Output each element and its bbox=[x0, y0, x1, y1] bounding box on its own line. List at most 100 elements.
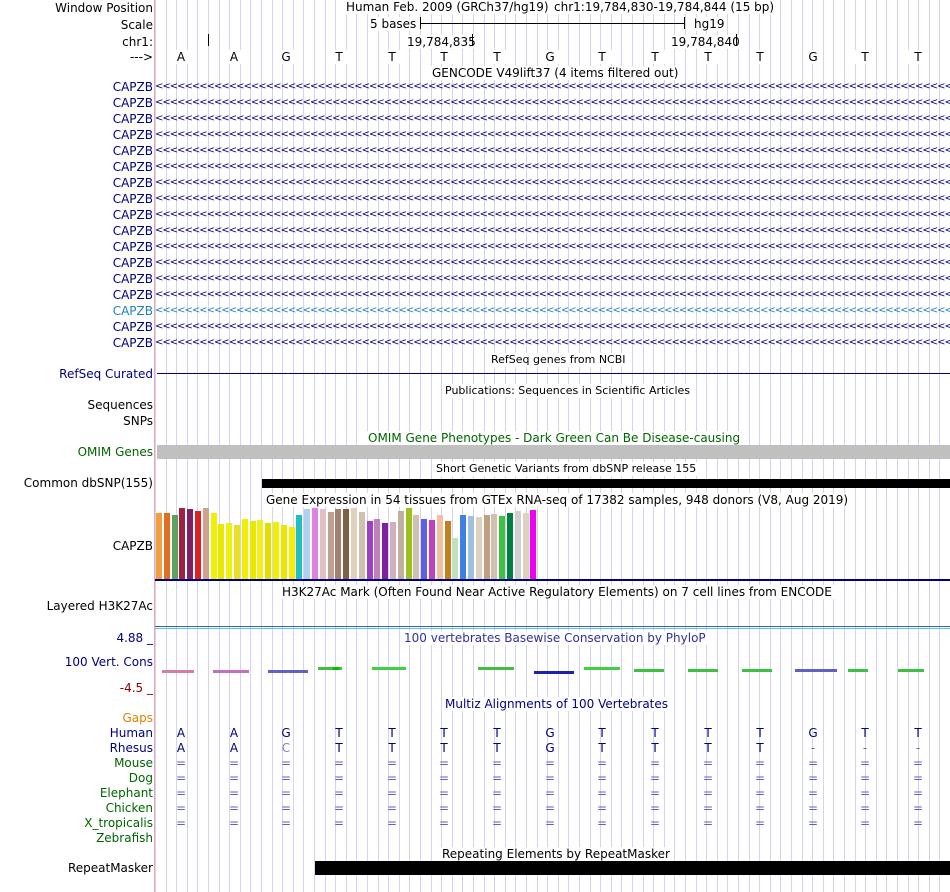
gtex-tissue-bar[interactable] bbox=[475, 517, 482, 579]
gtex-tissue-bar[interactable] bbox=[179, 508, 186, 579]
gtex-tissue-bar[interactable] bbox=[312, 508, 318, 579]
gencode-gene-label[interactable]: CAPZB bbox=[112, 176, 153, 190]
gencode-transcript[interactable]: <<<<<<<<<<<<<<<<<<<<<<<<<<<<<<<<<<<<<<<<… bbox=[155, 129, 950, 140]
gtex-tissue-bar[interactable] bbox=[436, 515, 443, 579]
gencode-gene-label[interactable]: CAPZB bbox=[112, 128, 153, 142]
gtex-tissue-bar[interactable] bbox=[397, 511, 404, 579]
gtex-tissue-bar[interactable] bbox=[390, 522, 396, 579]
omim-label[interactable]: OMIM Genes bbox=[77, 445, 153, 459]
gtex-tissue-bar[interactable] bbox=[273, 522, 279, 579]
gtex-tissue-bar[interactable] bbox=[343, 509, 350, 579]
gencode-transcript[interactable]: <<<<<<<<<<<<<<<<<<<<<<<<<<<<<<<<<<<<<<<<… bbox=[155, 81, 950, 92]
gencode-transcript[interactable]: <<<<<<<<<<<<<<<<<<<<<<<<<<<<<<<<<<<<<<<<… bbox=[155, 161, 950, 172]
dbsnp-feature[interactable] bbox=[262, 479, 950, 488]
omim-feature[interactable] bbox=[157, 445, 950, 459]
gtex-tissue-bar[interactable] bbox=[257, 520, 264, 579]
publications-sequences-label[interactable]: Sequences bbox=[87, 398, 153, 412]
gtex-tissue-bar[interactable] bbox=[351, 508, 357, 579]
gtex-tissue-bar[interactable] bbox=[218, 524, 225, 579]
gtex-tissue-bar[interactable] bbox=[444, 521, 451, 579]
multiz-species-label[interactable]: Elephant bbox=[99, 786, 153, 800]
gtex-tissue-bar[interactable] bbox=[202, 508, 209, 579]
gtex-tissue-bar[interactable] bbox=[187, 509, 194, 579]
gencode-transcript[interactable]: <<<<<<<<<<<<<<<<<<<<<<<<<<<<<<<<<<<<<<<<… bbox=[155, 305, 950, 316]
gtex-tissue-bar[interactable] bbox=[234, 525, 240, 579]
gencode-gene-label[interactable]: CAPZB bbox=[112, 320, 153, 334]
publications-snps-label[interactable]: SNPs bbox=[123, 414, 153, 428]
gtex-tissue-bar[interactable] bbox=[522, 513, 529, 579]
gtex-tissue-bar[interactable] bbox=[530, 510, 537, 579]
gtex-tissue-bar[interactable] bbox=[491, 514, 498, 579]
gencode-transcript[interactable]: <<<<<<<<<<<<<<<<<<<<<<<<<<<<<<<<<<<<<<<<… bbox=[155, 321, 950, 332]
gtex-tissue-bar[interactable] bbox=[304, 509, 311, 579]
gtex-tissue-bar[interactable] bbox=[296, 515, 303, 579]
gencode-transcript[interactable]: <<<<<<<<<<<<<<<<<<<<<<<<<<<<<<<<<<<<<<<<… bbox=[155, 177, 950, 188]
multiz-gaps-label[interactable]: Gaps bbox=[122, 711, 153, 725]
multiz-species-label[interactable]: Rhesus bbox=[109, 741, 153, 755]
gencode-transcript[interactable]: <<<<<<<<<<<<<<<<<<<<<<<<<<<<<<<<<<<<<<<<… bbox=[155, 97, 950, 108]
multiz-species-label[interactable]: Zebrafish bbox=[96, 831, 153, 845]
multiz-species-label[interactable]: X_tropicalis bbox=[84, 816, 153, 830]
gencode-transcript[interactable]: <<<<<<<<<<<<<<<<<<<<<<<<<<<<<<<<<<<<<<<<… bbox=[155, 241, 950, 252]
gencode-transcript[interactable]: <<<<<<<<<<<<<<<<<<<<<<<<<<<<<<<<<<<<<<<<… bbox=[155, 337, 950, 348]
gencode-gene-label[interactable]: CAPZB bbox=[112, 144, 153, 158]
gtex-tissue-bar[interactable] bbox=[327, 512, 334, 579]
gencode-gene-label[interactable]: CAPZB bbox=[112, 272, 153, 286]
gencode-gene-label[interactable]: CAPZB bbox=[112, 240, 153, 254]
gencode-transcript[interactable]: <<<<<<<<<<<<<<<<<<<<<<<<<<<<<<<<<<<<<<<<… bbox=[155, 193, 950, 204]
gtex-tissue-bar[interactable] bbox=[452, 538, 459, 579]
gtex-tissue-bar[interactable] bbox=[514, 511, 521, 579]
gencode-gene-label[interactable]: CAPZB bbox=[112, 256, 153, 270]
repeatmasker-feature[interactable] bbox=[315, 861, 950, 875]
gtex-bar-chart[interactable] bbox=[156, 508, 556, 579]
gencode-transcript[interactable]: <<<<<<<<<<<<<<<<<<<<<<<<<<<<<<<<<<<<<<<<… bbox=[155, 257, 950, 268]
gtex-tissue-bar[interactable] bbox=[366, 521, 373, 579]
gtex-tissue-bar[interactable] bbox=[499, 516, 506, 579]
gencode-gene-label[interactable]: CAPZB bbox=[112, 304, 153, 318]
gencode-transcript[interactable]: <<<<<<<<<<<<<<<<<<<<<<<<<<<<<<<<<<<<<<<<… bbox=[155, 289, 950, 300]
gencode-gene-label[interactable]: CAPZB bbox=[112, 288, 153, 302]
gtex-tissue-bar[interactable] bbox=[249, 521, 256, 579]
gtex-tissue-bar[interactable] bbox=[156, 513, 162, 579]
gencode-transcript[interactable]: <<<<<<<<<<<<<<<<<<<<<<<<<<<<<<<<<<<<<<<<… bbox=[155, 113, 950, 124]
gencode-gene-label[interactable]: CAPZB bbox=[112, 80, 153, 94]
gtex-tissue-bar[interactable] bbox=[405, 508, 412, 579]
multiz-species-label[interactable]: Mouse bbox=[114, 756, 153, 770]
gtex-tissue-bar[interactable] bbox=[460, 515, 467, 579]
dbsnp-label[interactable]: Common dbSNP(155) bbox=[23, 476, 153, 490]
gencode-gene-label[interactable]: CAPZB bbox=[112, 336, 153, 350]
gtex-tissue-bar[interactable] bbox=[163, 513, 170, 579]
gtex-tissue-bar[interactable] bbox=[280, 525, 287, 579]
gencode-gene-label[interactable]: CAPZB bbox=[112, 160, 153, 174]
gencode-transcript[interactable]: <<<<<<<<<<<<<<<<<<<<<<<<<<<<<<<<<<<<<<<<… bbox=[155, 145, 950, 156]
multiz-species-label[interactable]: Chicken bbox=[105, 801, 153, 815]
gtex-tissue-bar[interactable] bbox=[374, 519, 381, 579]
gtex-tissue-bar[interactable] bbox=[335, 509, 342, 579]
phylop-label[interactable]: 100 Vert. Cons bbox=[64, 655, 153, 669]
gtex-tissue-bar[interactable] bbox=[413, 515, 420, 579]
gencode-gene-label[interactable]: CAPZB bbox=[112, 208, 153, 222]
repeatmasker-label[interactable]: RepeatMasker bbox=[67, 861, 153, 875]
gencode-transcript[interactable]: <<<<<<<<<<<<<<<<<<<<<<<<<<<<<<<<<<<<<<<<… bbox=[155, 273, 950, 284]
gtex-tissue-bar[interactable] bbox=[195, 511, 201, 579]
refseq-gene-line[interactable] bbox=[157, 373, 950, 374]
h3k27ac-label[interactable]: Layered H3K27Ac bbox=[46, 599, 153, 613]
multiz-species-label[interactable]: Dog bbox=[128, 771, 153, 785]
gtex-tissue-bar[interactable] bbox=[319, 509, 326, 579]
gencode-gene-label[interactable]: CAPZB bbox=[112, 224, 153, 238]
gencode-gene-label[interactable]: CAPZB bbox=[112, 96, 153, 110]
gencode-gene-label[interactable]: CAPZB bbox=[112, 112, 153, 126]
gtex-tissue-bar[interactable] bbox=[171, 515, 178, 579]
gtex-tissue-bar[interactable] bbox=[241, 519, 248, 579]
gencode-title[interactable]: GENCODE V49lift37 (4 items filtered out) bbox=[430, 66, 681, 80]
gencode-transcript[interactable]: <<<<<<<<<<<<<<<<<<<<<<<<<<<<<<<<<<<<<<<<… bbox=[155, 225, 950, 236]
gtex-tissue-bar[interactable] bbox=[483, 515, 490, 579]
gtex-tissue-bar[interactable] bbox=[210, 513, 217, 579]
gtex-tissue-bar[interactable] bbox=[429, 520, 435, 579]
gencode-gene-label[interactable]: CAPZB bbox=[112, 192, 153, 206]
gtex-tissue-bar[interactable] bbox=[226, 523, 233, 579]
gtex-tissue-bar[interactable] bbox=[288, 527, 295, 579]
gtex-tissue-bar[interactable] bbox=[382, 523, 389, 579]
gtex-tissue-bar[interactable] bbox=[265, 523, 272, 579]
gtex-tissue-bar[interactable] bbox=[468, 516, 474, 579]
